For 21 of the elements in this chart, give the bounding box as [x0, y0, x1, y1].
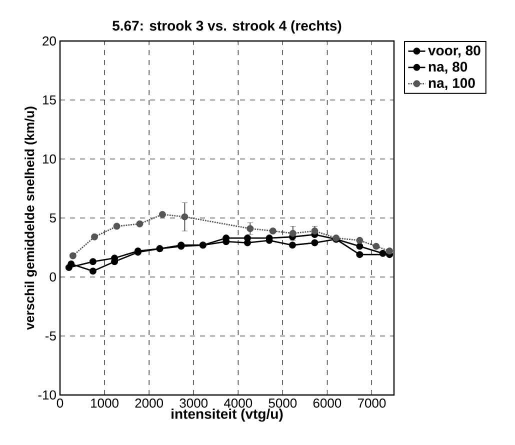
x-tick-label: 2000: [135, 398, 164, 408]
x-tick-label: 7000: [358, 398, 386, 408]
x-axis-title: intensiteit (vtg/u): [172, 408, 283, 422]
y-tick-label: 15: [43, 95, 56, 105]
x-tick-label: 3000: [180, 398, 208, 408]
y-tick-label: 5: [50, 213, 56, 223]
y-tick-label: 20: [42, 36, 56, 46]
y-tick-label: -10: [38, 390, 56, 400]
x-tick-label: 0: [56, 398, 64, 408]
y-axis-title: verschil gemiddelde snelheid (km/u): [24, 106, 37, 330]
legend-label: na, 100: [428, 78, 475, 90]
x-tick-label: 1000: [91, 398, 118, 408]
chart-title: 5.67: strook 3 vs. strook 4 (rechts): [112, 20, 342, 34]
y-tick-label: 10: [43, 154, 56, 164]
x-tick-label: 4000: [224, 398, 252, 408]
x-tick-label: 6000: [313, 398, 342, 408]
x-tick-label: 5000: [268, 398, 297, 408]
y-tick-label: 0: [50, 272, 56, 282]
legend-label: voor, 80: [428, 45, 480, 58]
y-tick-label: -5: [45, 331, 56, 341]
legend-label: na, 80: [428, 62, 468, 74]
